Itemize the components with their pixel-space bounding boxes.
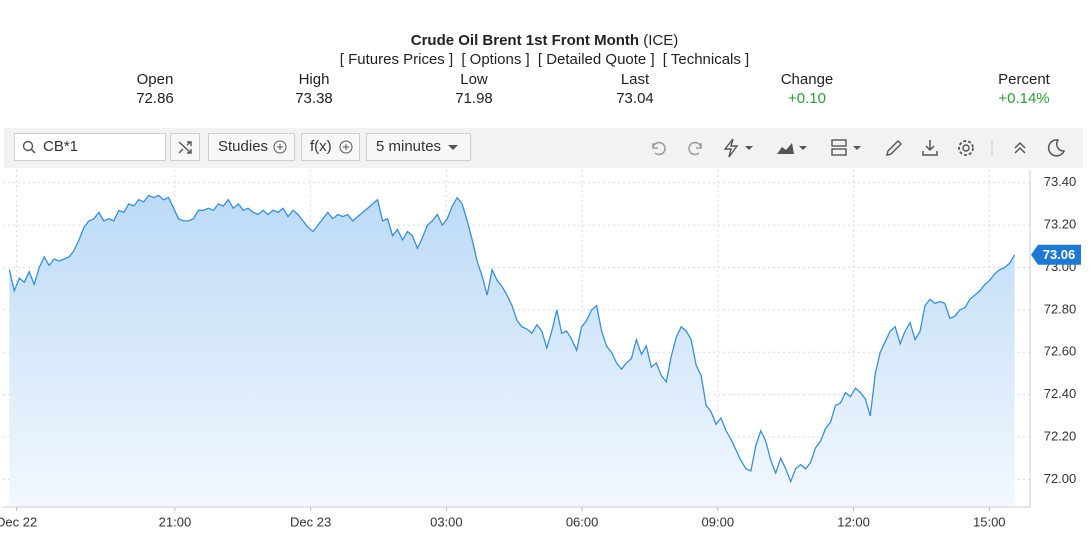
stat-label: Open — [136, 71, 174, 88]
search-icon — [22, 140, 36, 154]
chart-type-menu[interactable] — [776, 138, 812, 158]
studies-button[interactable]: Studies — [208, 133, 295, 161]
link[interactable]: [ Technicals ] — [662, 51, 750, 68]
line — [8, 194, 1016, 484]
y-tick-label: 72.40 — [1044, 386, 1077, 401]
x-tick-label: Dec 22 — [0, 514, 37, 529]
x-tick-label: 09:00 — [702, 514, 735, 529]
stat: High 73.38 — [259, 70, 369, 108]
x-tick-label: 12:00 — [837, 514, 870, 529]
settings-icon[interactable] — [956, 138, 976, 158]
toolbar: CB*1 Studies f(x) 5 minutes — [4, 128, 1083, 168]
y-tick-label: 72.20 — [1044, 428, 1077, 443]
last-price-tag — [1031, 244, 1081, 265]
plus-icon — [273, 140, 287, 154]
x-tick-label: 15:00 — [973, 514, 1006, 529]
stat-value: +0.14% — [998, 90, 1050, 107]
stat-label: High — [298, 71, 330, 88]
formula-label: f(x) — [310, 138, 332, 155]
stat: Last 73.04 — [580, 70, 690, 108]
y-tick-label: 72.00 — [1044, 471, 1077, 486]
y-tick-label: 72.80 — [1044, 301, 1077, 316]
y-tick-label: 72.60 — [1044, 344, 1077, 359]
area — [9, 195, 1015, 507]
formula-button[interactable]: f(x) — [301, 133, 360, 161]
link[interactable]: [ Futures Prices ] — [339, 51, 454, 68]
title: Crude Oil Brent 1st Front Month — [410, 32, 640, 49]
plus-icon — [339, 140, 353, 154]
exchange: (ICE) — [643, 32, 679, 49]
studies-label: Studies — [218, 138, 269, 155]
link[interactable]: [ Detailed Quote ] — [537, 51, 655, 68]
undo-icon[interactable] — [648, 138, 668, 158]
y-tick-label: 73.40 — [1044, 174, 1077, 189]
download-icon[interactable] — [920, 138, 940, 158]
last-price-label: 73.06 — [1043, 247, 1076, 262]
stat-value: 73.04 — [616, 90, 654, 107]
stat: Low 71.98 — [419, 70, 529, 108]
x-tick-label: Dec 23 — [290, 514, 331, 529]
caret — [448, 145, 458, 150]
stat-value: 72.86 — [136, 90, 174, 107]
stat-label: Last — [620, 71, 650, 88]
collapse-icon[interactable] — [1010, 138, 1030, 158]
draw-icon[interactable] — [884, 138, 904, 158]
x-tick-label: 21:00 — [159, 514, 192, 529]
header-title-row: Crude Oil Brent 1st Front Month (ICE) — [0, 32, 1089, 49]
stat-label: Change — [780, 71, 834, 88]
stat: Change +0.10 — [752, 70, 862, 108]
shuffle-icon — [178, 141, 192, 154]
stat: Percent +0.14% — [969, 70, 1079, 108]
stat-value: 73.38 — [295, 90, 333, 107]
symbol: CB*1 — [43, 138, 79, 155]
stat-value: +0.10 — [788, 90, 826, 107]
redo-icon[interactable] — [686, 138, 706, 158]
stat-label: Percent — [998, 71, 1050, 88]
layout-menu[interactable] — [830, 138, 866, 158]
stat: Open 72.86 — [100, 70, 210, 108]
link[interactable]: [ Options ] — [461, 51, 530, 68]
y-tick-label: 73.20 — [1044, 217, 1077, 232]
stat-label: Low — [460, 71, 488, 88]
links-row: [ Futures Prices ] [ Options ] [ Detaile… — [0, 51, 1089, 68]
interval-select[interactable]: 5 minutes — [366, 133, 471, 161]
symbol-search[interactable]: CB*1 — [14, 133, 166, 161]
compare-button[interactable] — [170, 133, 200, 161]
separator — [991, 139, 993, 157]
stat-value: 71.98 — [455, 90, 493, 107]
theme-icon[interactable] — [1046, 138, 1066, 158]
x-tick-label: 06:00 — [566, 514, 599, 529]
interval-label: 5 minutes — [376, 138, 442, 155]
events-menu[interactable] — [722, 138, 758, 158]
x-tick-label: 03:00 — [430, 514, 463, 529]
